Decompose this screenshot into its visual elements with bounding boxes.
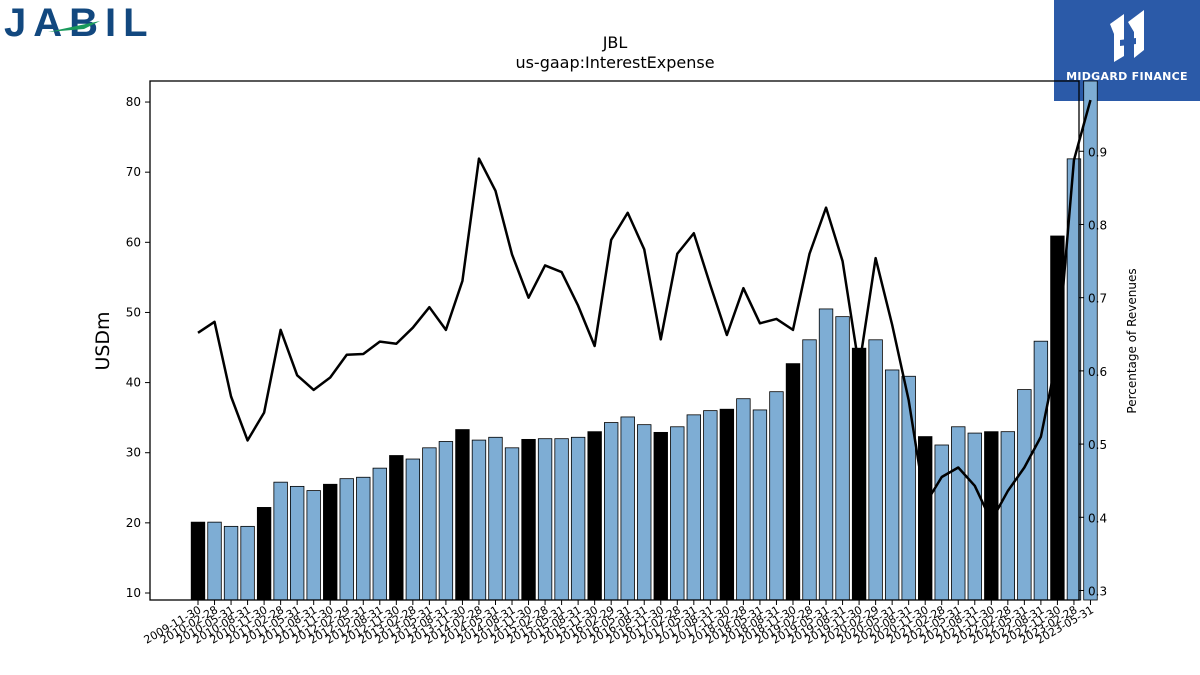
y-tick-label: 10 — [126, 586, 141, 600]
bar-2012-11-30 — [389, 455, 404, 601]
bar-2019-08-31 — [835, 316, 850, 601]
bar-2013-11-30 — [455, 429, 470, 601]
bar-2014-11-30 — [521, 438, 536, 601]
bar-2015-08-31 — [570, 436, 586, 601]
y-tick-label: 50 — [126, 305, 141, 319]
bar-2014-02-28 — [471, 439, 487, 601]
y2-tick-label: 0.6 — [1088, 365, 1107, 379]
midgard-finance-logo: MIDGARD FINANCE — [1054, 0, 1200, 101]
bar-2013-05-31 — [422, 447, 437, 601]
bar-2017-05-31 — [686, 414, 701, 601]
bar-2014-08-31 — [504, 447, 520, 601]
bar-2013-02-28 — [405, 458, 421, 601]
bar-2021-11-30 — [984, 431, 999, 601]
plot-frame — [149, 80, 1080, 601]
y-axis-left: 10 20 30 40 50 60 70 80 — [126, 95, 150, 600]
bar-2020-11-30 — [918, 436, 933, 601]
x-axis: 2009-11-302010-02-282010-05-312010-08-31… — [142, 600, 1096, 647]
bar-2018-08-31 — [769, 391, 784, 601]
jabil-logo: JABIL — [4, 2, 155, 44]
bar-2020-05-31 — [884, 369, 900, 601]
bar-2022-02-28 — [1000, 431, 1016, 601]
bar-2021-08-31 — [967, 432, 982, 601]
bar-2010-08-31 — [240, 525, 255, 601]
y2-axis-label: Percentage of Revenues — [1125, 268, 1139, 413]
bar-2019-05-31 — [818, 308, 834, 601]
bar-2018-05-31 — [752, 409, 768, 601]
chart-subtitle: us-gaap:InterestExpense — [515, 53, 714, 72]
bar-2017-08-31 — [703, 410, 718, 601]
y2-tick-label: 0.5 — [1088, 438, 1107, 452]
bar-2012-05-31 — [356, 476, 371, 601]
bar-2022-08-31 — [1033, 340, 1049, 601]
y-axis-label: USDm — [92, 311, 114, 370]
bar-2019-02-28 — [802, 339, 817, 601]
y-axis-right: 0.3 0.4 0.5 0.6 0.7 0.8 0.9 — [1079, 145, 1107, 598]
chart-title: JBL — [602, 33, 628, 52]
bar-2018-02-28 — [736, 398, 751, 601]
y-tick-label: 30 — [126, 446, 141, 460]
bar-2010-05-31 — [223, 525, 239, 601]
midgard-logo-text: MIDGARD FINANCE — [1066, 70, 1188, 83]
y2-tick-label: 0.4 — [1088, 511, 1107, 525]
bar-2011-11-30 — [323, 483, 338, 601]
bar-2021-05-31 — [951, 426, 966, 601]
y2-tick-label: 0.8 — [1088, 218, 1107, 232]
bar-2021-02-28 — [934, 444, 949, 601]
bar-2009-11-30 — [190, 521, 206, 601]
bar-2016-08-31 — [637, 424, 652, 601]
y2-tick-label: 0.9 — [1088, 145, 1107, 159]
y-tick-label: 20 — [126, 516, 141, 530]
bar-2019-11-30 — [851, 347, 867, 601]
y2-tick-label: 0.3 — [1088, 584, 1107, 598]
bar-2020-02-29 — [868, 339, 883, 601]
jabil-logo-text: JABIL — [4, 2, 155, 44]
bar-2015-02-28 — [537, 438, 553, 601]
jabil-logo-swoosh-icon — [48, 21, 100, 32]
bar-2015-11-30 — [587, 431, 602, 601]
bar-2013-08-31 — [438, 441, 454, 601]
y-tick-label: 60 — [126, 235, 141, 249]
bar-2022-05-31 — [1017, 389, 1032, 601]
bar-2016-11-30 — [653, 431, 668, 601]
bar-2018-11-30 — [785, 363, 801, 601]
bar-2014-05-31 — [488, 436, 503, 601]
bar-2011-08-31 — [306, 490, 321, 601]
bar-2011-05-31 — [289, 485, 305, 601]
bar-series — [190, 80, 1098, 601]
bar-2015-05-31 — [554, 438, 569, 601]
bar-2012-08-31 — [372, 467, 387, 601]
midgard-emblem-icon — [1110, 10, 1144, 62]
bar-2011-02-28 — [273, 481, 288, 601]
y-tick-label: 70 — [126, 165, 141, 179]
bar-2020-08-31 — [901, 375, 916, 601]
bar-2012-02-29 — [339, 478, 354, 601]
bar-2017-11-30 — [719, 408, 735, 601]
y-tick-label: 40 — [126, 376, 141, 390]
y2-tick-label: 0.7 — [1088, 292, 1107, 306]
percentage-of-revenues-line — [197, 99, 1092, 523]
y-tick-label: 80 — [126, 95, 141, 109]
bar-2010-11-30 — [256, 507, 272, 601]
bar-2010-02-28 — [207, 521, 222, 601]
bar-2016-05-31 — [620, 416, 635, 601]
bar-2016-02-29 — [604, 422, 619, 601]
bar-2017-02-28 — [670, 426, 685, 601]
